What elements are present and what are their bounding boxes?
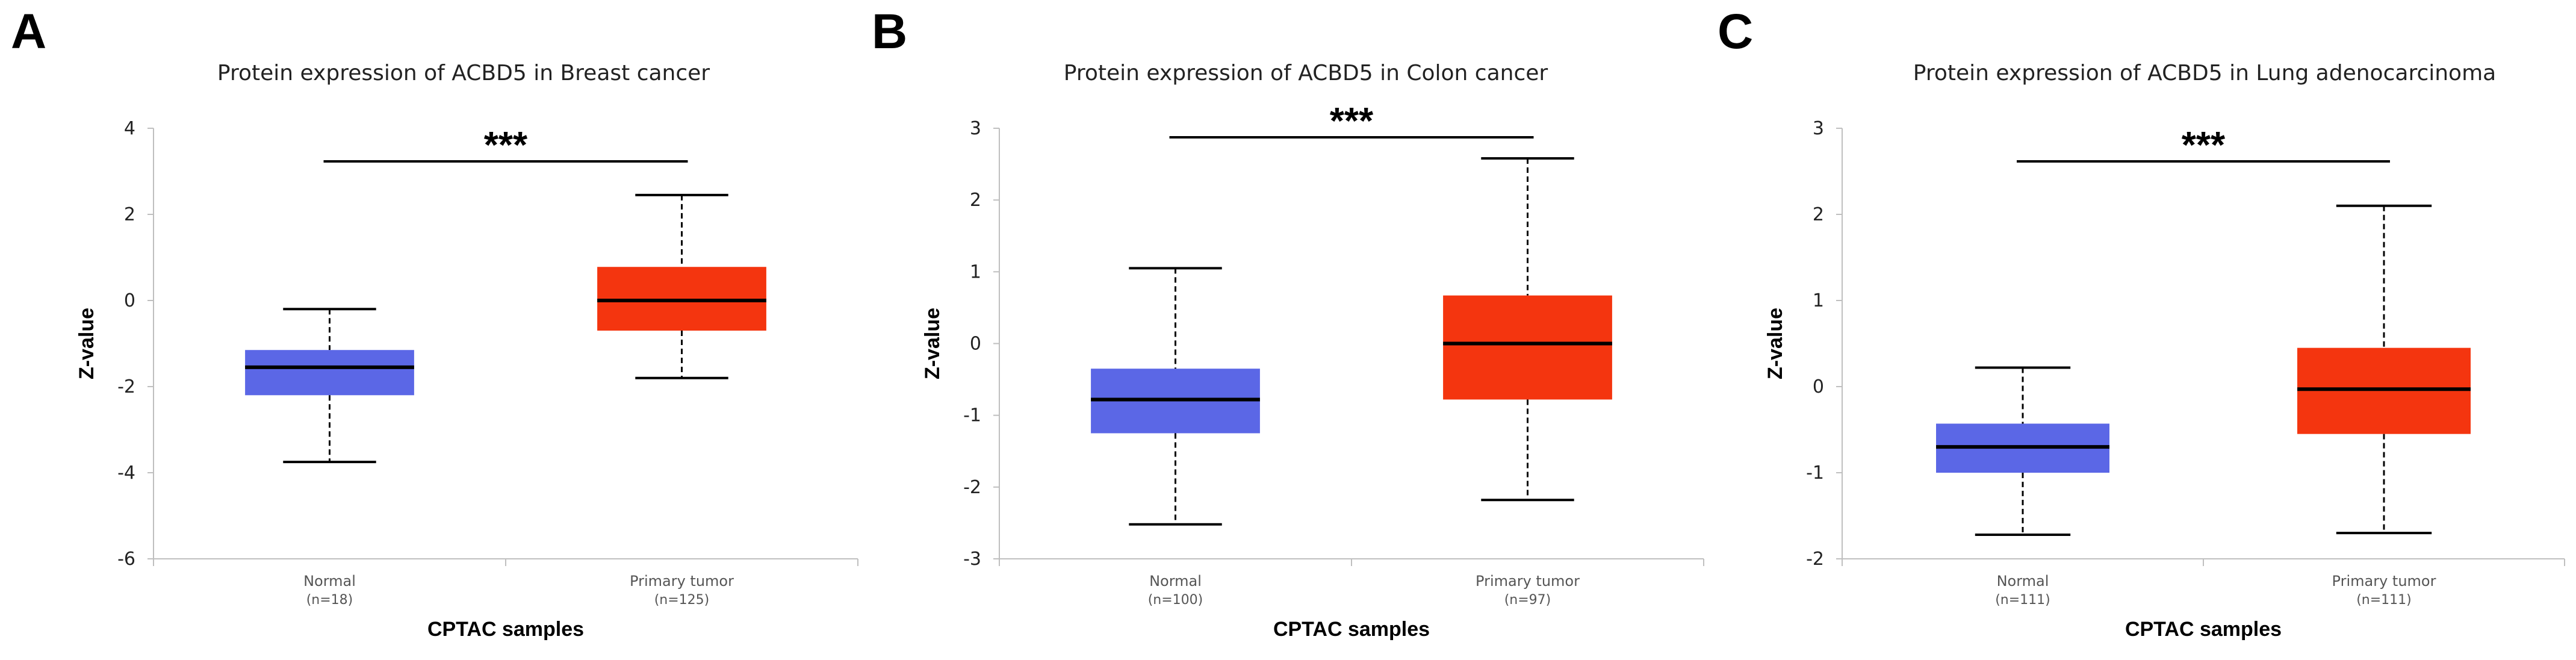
chart-title: Protein expression of ACBD5 in Colon can… [1064, 61, 1548, 86]
box-primary-tumor [2297, 204, 2471, 535]
y-tick-label: -3 [963, 549, 981, 570]
box-primary-tumor [1443, 157, 1612, 502]
chart-panel-c: C Protein expression of ACBD5 in Lung ade… [1718, 4, 2565, 641]
y-axis-title: Z-value [75, 308, 98, 379]
significance-label: *** [484, 125, 528, 166]
y-tick-label: -1 [963, 405, 981, 426]
chart-panel-a: A Protein expression of ACBD5 in Breast c… [11, 4, 858, 641]
x-axis-title: CPTAC samples [2125, 618, 2282, 641]
category-label: Normal [1149, 573, 1202, 590]
box-normal [1936, 366, 2109, 536]
sample-count-label: (n=97) [1504, 593, 1551, 608]
category-label: Primary tumor [630, 573, 734, 590]
y-tick-label: 2 [1813, 204, 1824, 225]
box-primary-tumor [597, 193, 766, 379]
sample-count-label: (n=125) [654, 593, 710, 608]
chart-title: Protein expression of ACBD5 in Lung aden… [1913, 61, 2496, 86]
category-label: Primary tumor [1476, 573, 1580, 590]
y-tick-label: 3 [1813, 118, 1824, 139]
y-tick-label: 2 [970, 190, 981, 211]
category-label: Normal [303, 573, 356, 590]
sample-count-label: (n=100) [1148, 593, 1203, 608]
x-axis-title: CPTAC samples [1273, 618, 1430, 641]
y-tick-label: -2 [117, 376, 135, 397]
significance-label: *** [1330, 101, 1374, 142]
chart-title: Protein expression of ACBD5 in Breast ca… [217, 61, 710, 86]
sample-count-label: (n=111) [1995, 593, 2050, 608]
y-tick-label: -2 [963, 477, 981, 498]
y-tick-label: -6 [117, 549, 135, 570]
x-axis-title: CPTAC samples [427, 618, 584, 641]
category-label: Normal [1997, 573, 2049, 590]
y-tick-label: -1 [1806, 462, 1824, 484]
box-normal [1091, 267, 1260, 526]
box-normal [245, 308, 414, 464]
panel-letter: B [872, 4, 907, 59]
chart-panel-b: B Protein expression of ACBD5 in Colon ca… [872, 4, 1704, 641]
category-label: Primary tumor [2332, 573, 2436, 590]
panel-letter: A [11, 4, 46, 59]
y-tick-label: 3 [970, 118, 981, 139]
y-tick-label: 1 [970, 261, 981, 282]
y-tick-label: 0 [1813, 376, 1824, 397]
iqr-box [245, 350, 414, 396]
y-tick-label: -2 [1806, 549, 1824, 570]
sample-count-label: (n=18) [306, 593, 353, 608]
y-tick-label: 0 [124, 290, 135, 311]
y-axis-title: Z-value [921, 308, 944, 379]
iqr-box [1443, 295, 1612, 400]
y-tick-label: 2 [124, 204, 135, 225]
y-tick-label: 4 [124, 118, 135, 139]
significance-label: *** [2182, 125, 2226, 166]
y-tick-label: 0 [970, 334, 981, 355]
y-axis-title: Z-value [1764, 308, 1787, 379]
panel-letter: C [1718, 4, 1753, 59]
y-tick-label: 1 [1813, 290, 1824, 311]
sample-count-label: (n=111) [2356, 593, 2412, 608]
y-tick-label: -4 [117, 462, 135, 484]
